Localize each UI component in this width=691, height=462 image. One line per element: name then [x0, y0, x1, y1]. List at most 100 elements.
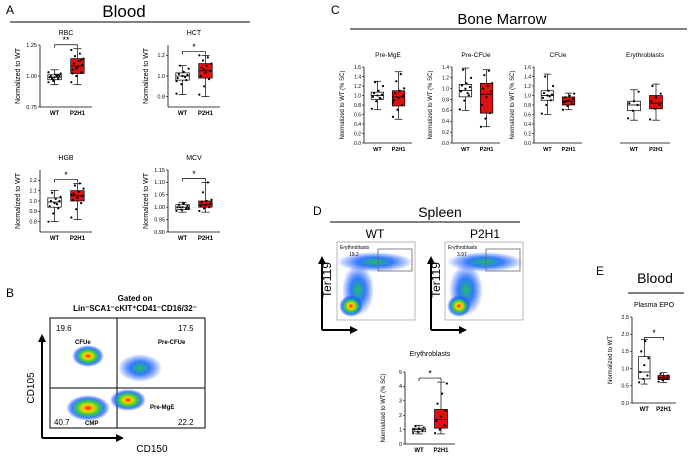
data-point [462, 68, 465, 71]
y-axis-label: Normalized to WT (% SC) [381, 374, 387, 443]
panel-letter-a: A [6, 3, 14, 17]
data-point [573, 92, 576, 95]
y-tick-label: 1.00 [26, 74, 37, 80]
data-point [175, 80, 178, 83]
chart-title: HCT [187, 30, 202, 37]
y-tick-label: 0.8 [29, 219, 37, 225]
data-point [463, 99, 466, 102]
spleen-wt-gate-label: Erythroblasts [340, 245, 370, 251]
data-point [53, 201, 56, 205]
data-point [396, 108, 399, 111]
y-tick-label: 1.2 [354, 84, 361, 90]
data-point [203, 85, 206, 88]
data-point [544, 75, 547, 78]
data-point [209, 202, 212, 205]
x-tick-label: WT [373, 147, 382, 153]
chart-title: Pre-MgE [375, 52, 401, 59]
data-point [179, 64, 182, 67]
data-point [370, 107, 373, 110]
spleen-p2h1-gate [485, 248, 521, 272]
data-point [210, 198, 213, 201]
data-point [658, 103, 661, 107]
data-point [205, 199, 208, 203]
y-tick-label: 3 [399, 399, 402, 405]
panel-c-title: Bone Marrow [457, 11, 546, 28]
y-tick-label: 2 [399, 413, 402, 419]
data-point [551, 84, 555, 88]
y-tick-label: 2.0 [621, 332, 629, 338]
chart-rbc: RBC 0.75 1.00 1.25 Normalized to WT WT P2H1 ** [15, 30, 92, 117]
data-point [375, 100, 378, 103]
data-point [209, 69, 212, 72]
y-tick-label: 0.6 [524, 112, 531, 118]
panel-letter-d: D [313, 204, 322, 218]
data-point [199, 74, 202, 78]
data-point [421, 429, 424, 432]
data-point [201, 59, 205, 62]
data-point [53, 76, 56, 79]
y-tick-label: 4 [399, 384, 402, 390]
data-point [201, 191, 205, 194]
data-point [59, 72, 62, 75]
y-tick-label: 1.2 [29, 178, 37, 184]
data-point [392, 99, 396, 102]
data-point [72, 192, 75, 195]
spleen-wt-gate [377, 248, 413, 272]
y-axis-label: Normalized to WT [608, 336, 614, 384]
data-point [59, 195, 62, 198]
data-point [541, 96, 545, 99]
x-tick-label: P2H1 [562, 147, 576, 153]
y-tick-label: 1.25 [26, 43, 37, 49]
data-point [183, 75, 187, 79]
data-point [73, 184, 77, 187]
y-tick-label: 0.8 [442, 97, 449, 103]
chart-title: RBC [59, 30, 74, 37]
y-axis-label: Normalized to WT (% SC) [428, 71, 434, 140]
data-point [436, 402, 439, 405]
data-point [380, 93, 384, 96]
data-point [443, 424, 446, 427]
panel-letter-c: C [331, 3, 340, 17]
data-point [54, 197, 57, 201]
data-point [403, 87, 406, 90]
chart-erythro_bm: Erythroblasts WT P2H1 [620, 52, 670, 153]
data-point [207, 206, 211, 209]
flow-y-label: CD105 [26, 372, 37, 404]
sig-label: * [192, 42, 196, 52]
data-point [77, 60, 80, 63]
y-tick-label: 1.5 [621, 349, 629, 355]
data-point [55, 203, 59, 206]
y-tick-label: 0 [399, 442, 402, 448]
data-point [547, 89, 550, 92]
data-point [666, 374, 669, 377]
data-point [651, 84, 654, 88]
y-tick-label: 0.8 [354, 103, 361, 109]
flow-density-cfue [72, 345, 104, 367]
sig-label: * [428, 369, 432, 379]
data-point [52, 212, 55, 215]
data-point [182, 70, 185, 73]
spleen-wt-y-arrowhead [318, 256, 326, 264]
y-tick-label: 1.2 [524, 84, 531, 90]
y-tick-label: 0.6 [354, 112, 361, 118]
data-point [57, 207, 60, 210]
x-tick-label: WT [461, 147, 470, 153]
data-point [398, 89, 401, 92]
data-point [564, 96, 567, 99]
data-point [82, 187, 85, 190]
data-point [75, 67, 78, 70]
data-point [179, 206, 182, 209]
data-point [200, 201, 203, 204]
y-tick-label: 1.10 [154, 180, 165, 186]
chart-title: Erythroblasts [410, 351, 451, 358]
y-tick-label: 1.2 [442, 76, 449, 82]
data-point [378, 96, 381, 99]
data-point [649, 118, 652, 121]
data-point [372, 92, 376, 95]
data-point [489, 90, 493, 93]
spleen-p2h1-cloud-core [447, 295, 471, 317]
data-point [75, 74, 78, 78]
data-point [638, 381, 641, 384]
data-point [401, 94, 405, 97]
x-tick-label: P2H1 [198, 236, 214, 242]
